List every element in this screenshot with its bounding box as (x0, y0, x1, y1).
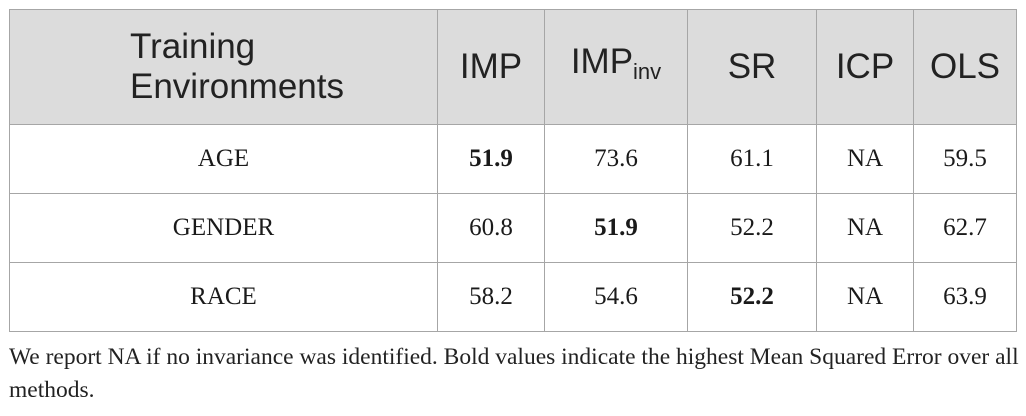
header-env-line1: Training (130, 27, 256, 66)
cell-imp-inv: 54.6 (544, 262, 688, 332)
table-row: GENDER 60.8 51.9 52.2 NA 62.7 (9, 193, 1017, 263)
cell-env: GENDER (9, 193, 438, 263)
header-imp-inv-sub: inv (633, 59, 662, 84)
header-ols: OLS (913, 9, 1017, 125)
header-training-environments: Training Environments (9, 9, 438, 125)
cell-icp: NA (816, 124, 914, 194)
cell-imp: 58.2 (437, 262, 545, 332)
cell-ols: 63.9 (913, 262, 1017, 332)
results-table: Training Environments IMP IMPinv SR ICP O… (9, 9, 1017, 332)
cell-imp: 51.9 (437, 124, 545, 194)
cell-sr: 52.2 (687, 193, 817, 263)
cell-env: AGE (9, 124, 438, 194)
header-imp: IMP (437, 9, 545, 125)
cell-ols: 59.5 (913, 124, 1017, 194)
table-row: RACE 58.2 54.6 52.2 NA 63.9 (9, 262, 1017, 332)
cell-imp-inv: 51.9 (544, 193, 688, 263)
cell-ols: 62.7 (913, 193, 1017, 263)
cell-env: RACE (9, 262, 438, 332)
cell-sr: 61.1 (687, 124, 817, 194)
header-sr: SR (687, 9, 817, 125)
header-env-line2: Environments (130, 67, 344, 106)
cell-imp: 60.8 (437, 193, 545, 263)
header-imp-inv-base: IMP (570, 42, 634, 81)
results-table-container: Training Environments IMP IMPinv SR ICP O… (9, 9, 1017, 332)
header-imp-inv: IMPinv (544, 9, 688, 125)
table-row: AGE 51.9 73.6 61.1 NA 59.5 (9, 124, 1017, 194)
cell-imp-inv: 73.6 (544, 124, 688, 194)
table-footnote: We report NA if no invariance was identi… (9, 344, 1019, 403)
cell-icp: NA (816, 193, 914, 263)
table-header-row: Training Environments IMP IMPinv SR ICP O… (9, 9, 1017, 125)
cell-sr: 52.2 (687, 262, 817, 332)
header-icp: ICP (816, 9, 914, 125)
cell-icp: NA (816, 262, 914, 332)
